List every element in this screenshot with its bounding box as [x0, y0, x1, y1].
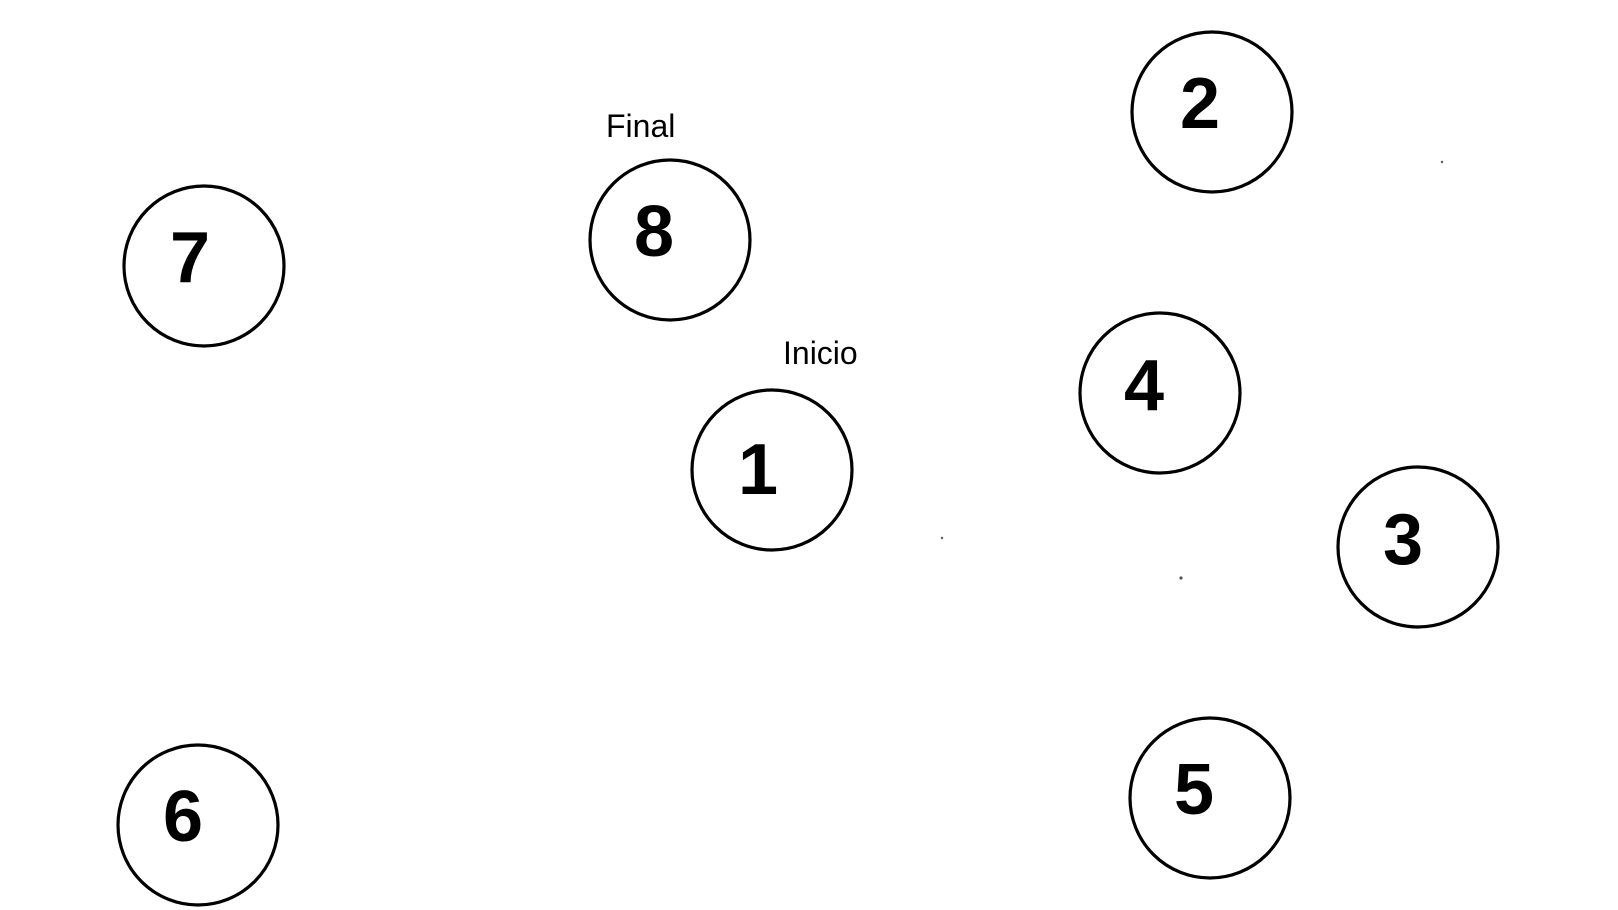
speck-1	[1440, 160, 1444, 164]
node-3: 3	[1336, 465, 1500, 629]
node-7-label: 7	[170, 218, 210, 298]
node-5-circle	[1128, 716, 1292, 880]
node-4-label: 4	[1124, 346, 1164, 426]
node-8-label: 8	[634, 192, 674, 272]
node-6-circle	[116, 743, 280, 907]
node-8-circle	[588, 158, 752, 322]
node-7: 7	[122, 184, 286, 348]
node-2-circle	[1130, 30, 1294, 194]
node-6: 6	[116, 743, 280, 907]
node-2: 2	[1130, 30, 1294, 194]
node-5-label: 5	[1174, 750, 1214, 830]
node-4: 4	[1078, 311, 1242, 475]
node-1-circle	[690, 388, 854, 552]
node-2-label: 2	[1180, 64, 1220, 144]
node-3-circle	[1336, 465, 1500, 629]
speck-2	[940, 536, 944, 540]
node-6-label: 6	[163, 777, 203, 857]
speck-3	[1179, 576, 1183, 580]
node-8: 8	[588, 158, 752, 322]
end-annotation: Final	[606, 108, 675, 144]
node-7-circle	[122, 184, 286, 348]
node-1: 1	[690, 388, 854, 552]
node-4-circle	[1078, 311, 1242, 475]
node-1-label: 1	[738, 430, 778, 510]
start-annotation: Inicio	[783, 335, 858, 371]
node-3-label: 3	[1383, 500, 1423, 580]
node-5: 5	[1128, 716, 1292, 880]
